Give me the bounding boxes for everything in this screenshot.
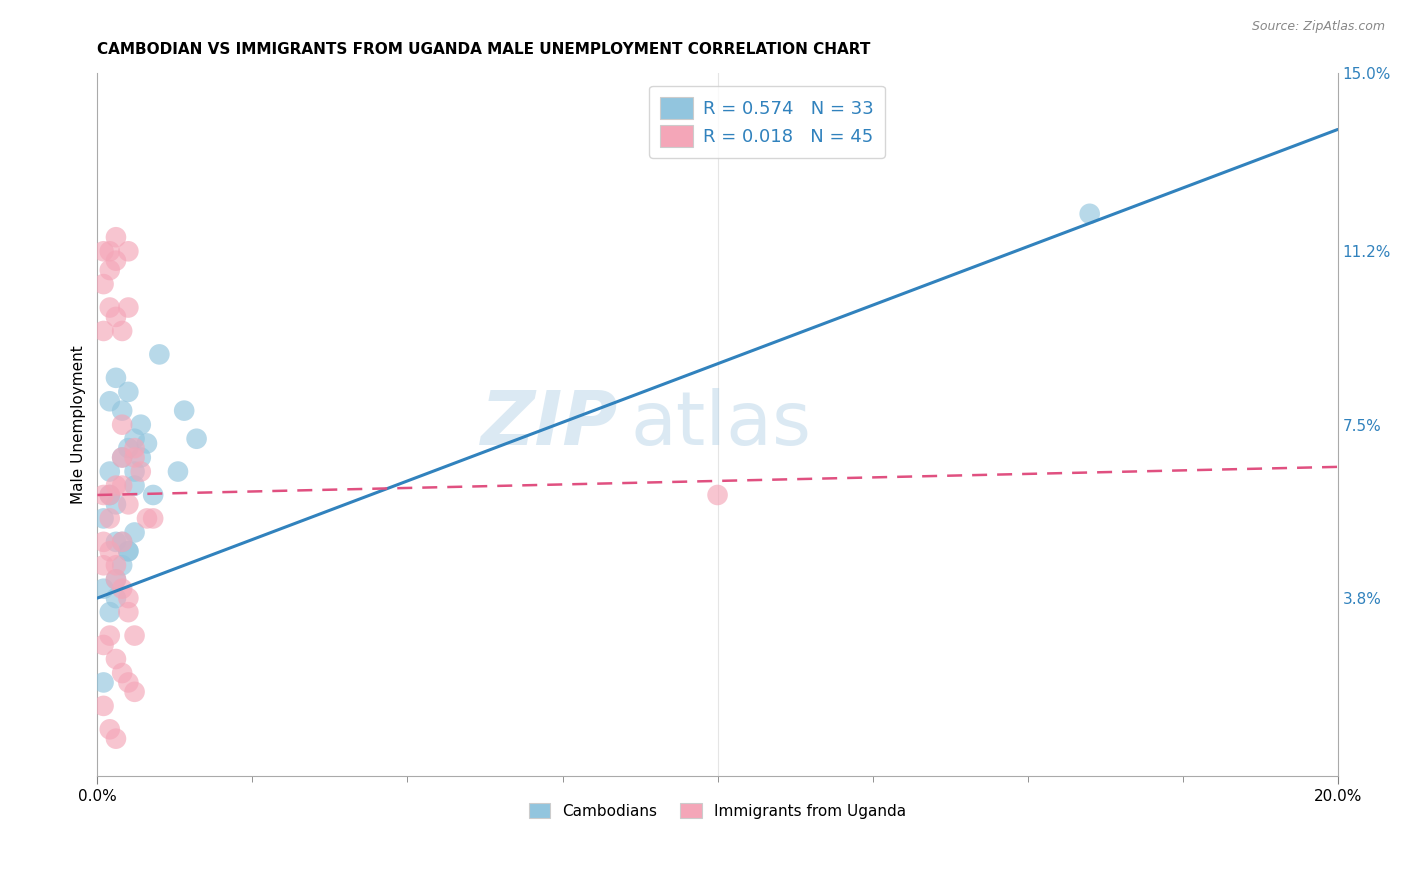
Point	[117, 605, 139, 619]
Point	[98, 605, 121, 619]
Point	[93, 488, 115, 502]
Point	[111, 666, 134, 681]
Point	[124, 465, 146, 479]
Point	[117, 497, 139, 511]
Point	[93, 638, 115, 652]
Point	[117, 301, 139, 315]
Point	[186, 432, 208, 446]
Point	[124, 478, 146, 492]
Point	[98, 244, 121, 259]
Text: Source: ZipAtlas.com: Source: ZipAtlas.com	[1251, 20, 1385, 33]
Point	[129, 417, 152, 432]
Point	[98, 465, 121, 479]
Point	[148, 347, 170, 361]
Point	[98, 488, 121, 502]
Point	[98, 511, 121, 525]
Point	[111, 417, 134, 432]
Point	[124, 629, 146, 643]
Point	[93, 558, 115, 573]
Point	[104, 310, 127, 324]
Point	[117, 591, 139, 606]
Point	[98, 723, 121, 737]
Text: CAMBODIAN VS IMMIGRANTS FROM UGANDA MALE UNEMPLOYMENT CORRELATION CHART: CAMBODIAN VS IMMIGRANTS FROM UGANDA MALE…	[97, 42, 870, 57]
Point	[98, 629, 121, 643]
Point	[93, 244, 115, 259]
Point	[173, 403, 195, 417]
Point	[1078, 207, 1101, 221]
Point	[98, 301, 121, 315]
Point	[136, 511, 159, 525]
Point	[706, 488, 728, 502]
Point	[98, 488, 121, 502]
Point	[111, 324, 134, 338]
Point	[142, 511, 165, 525]
Point	[117, 675, 139, 690]
Point	[104, 572, 127, 586]
Legend: Cambodians, Immigrants from Uganda: Cambodians, Immigrants from Uganda	[523, 797, 912, 825]
Point	[104, 478, 127, 492]
Point	[93, 324, 115, 338]
Point	[117, 441, 139, 455]
Y-axis label: Male Unemployment: Male Unemployment	[72, 345, 86, 504]
Point	[111, 403, 134, 417]
Point	[117, 544, 139, 558]
Point	[98, 263, 121, 277]
Point	[93, 698, 115, 713]
Point	[104, 497, 127, 511]
Point	[124, 450, 146, 465]
Point	[124, 441, 146, 455]
Text: atlas: atlas	[631, 388, 811, 461]
Point	[93, 511, 115, 525]
Point	[104, 534, 127, 549]
Point	[111, 450, 134, 465]
Point	[167, 465, 190, 479]
Point	[93, 277, 115, 291]
Point	[111, 450, 134, 465]
Point	[104, 652, 127, 666]
Point	[124, 432, 146, 446]
Point	[129, 465, 152, 479]
Point	[104, 572, 127, 586]
Point	[117, 384, 139, 399]
Point	[98, 544, 121, 558]
Point	[136, 436, 159, 450]
Point	[104, 591, 127, 606]
Point	[104, 558, 127, 573]
Point	[104, 731, 127, 746]
Point	[111, 478, 134, 492]
Point	[124, 525, 146, 540]
Point	[98, 394, 121, 409]
Point	[124, 685, 146, 699]
Point	[111, 534, 134, 549]
Point	[104, 253, 127, 268]
Point	[111, 582, 134, 596]
Point	[129, 450, 152, 465]
Text: ZIP: ZIP	[481, 388, 619, 461]
Point	[117, 244, 139, 259]
Point	[142, 488, 165, 502]
Point	[104, 371, 127, 385]
Point	[111, 534, 134, 549]
Point	[117, 544, 139, 558]
Point	[93, 582, 115, 596]
Point	[93, 534, 115, 549]
Point	[104, 230, 127, 244]
Point	[93, 675, 115, 690]
Point	[111, 558, 134, 573]
